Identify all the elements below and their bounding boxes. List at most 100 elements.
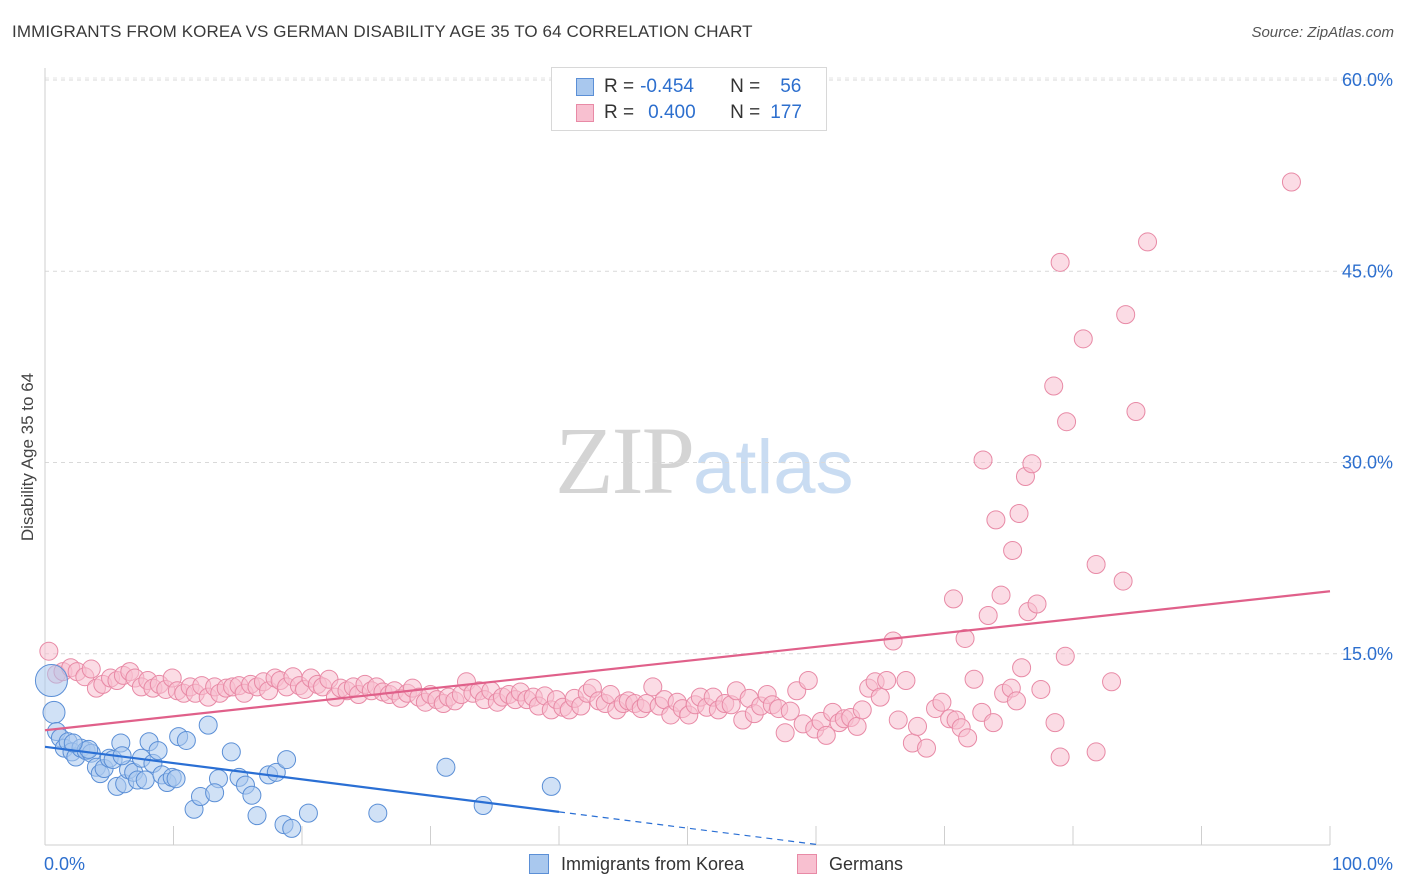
point-korea [166, 769, 186, 789]
legend-swatch-germans [576, 104, 594, 122]
point-germans [81, 659, 101, 679]
point-germans [978, 606, 998, 625]
point-korea [368, 803, 388, 823]
legend-r-value: -0.454 [640, 76, 694, 97]
point-korea [541, 776, 561, 796]
bottom-legend-swatch-germans [797, 854, 817, 874]
legend-n-label: N = [730, 102, 761, 123]
point-korea [298, 803, 318, 823]
bottom-legend-swatch-korea [529, 854, 549, 874]
point-germans [908, 716, 928, 736]
bottom-legend-label-korea: Immigrants from Korea [561, 853, 745, 874]
point-korea [198, 715, 218, 735]
point-germans [1057, 412, 1077, 432]
point-germans [1126, 402, 1146, 421]
point-germans [973, 450, 993, 470]
point-germans [1050, 252, 1070, 272]
correlation-legend: R = -0.454 N = 56 R = 0.400 N = 177 [551, 67, 827, 131]
point-germans [1012, 658, 1032, 678]
source-credit: Source: ZipAtlas.com [1251, 24, 1394, 41]
legend-r-label: R = [604, 102, 635, 123]
bottom-legend-germans: Germans [797, 852, 903, 876]
legend-n-label: N = [730, 76, 761, 97]
point-germans [1031, 679, 1051, 699]
point-korea [473, 795, 493, 815]
point-korea [34, 664, 68, 698]
point-germans [1138, 232, 1158, 252]
point-korea [176, 730, 196, 750]
legend-row-korea: R = -0.454 N = 56 [576, 75, 801, 99]
point-germans [1086, 555, 1106, 574]
point-germans [1022, 454, 1042, 474]
point-germans [643, 677, 663, 697]
point-germans [888, 710, 908, 730]
point-germans [39, 641, 59, 661]
point-germans [1116, 305, 1136, 325]
point-korea [242, 785, 262, 805]
legend-r-label: R = [604, 76, 635, 97]
legend-n-value: 177 [770, 102, 802, 123]
legend-n-value: 56 [780, 76, 802, 97]
bottom-legend-label-germans: Germans [829, 853, 904, 874]
y-tick-label: 60.0% [1342, 70, 1393, 90]
point-korea [247, 806, 267, 826]
point-germans [1050, 747, 1070, 767]
trendline-germans [44, 590, 1331, 732]
trendline-korea [44, 745, 560, 813]
point-germans [775, 723, 795, 743]
x-tick-label: 100.0% [1332, 854, 1393, 874]
point-germans [932, 692, 952, 712]
point-germans [816, 725, 836, 745]
watermark-atlas: atlas [693, 425, 854, 510]
point-germans [852, 700, 872, 720]
point-germans [955, 628, 975, 648]
point-germans [1281, 172, 1301, 192]
point-germans [1086, 742, 1106, 762]
point-germans [1102, 672, 1122, 692]
point-germans [958, 728, 978, 748]
point-germans [1027, 594, 1047, 614]
point-germans [1044, 376, 1064, 396]
point-korea [148, 741, 168, 761]
y-tick-label: 30.0% [1342, 453, 1393, 473]
point-germans [1006, 691, 1026, 711]
point-germans [943, 589, 963, 609]
point-korea [63, 733, 83, 753]
point-korea [135, 770, 155, 790]
point-germans [847, 716, 867, 736]
point-korea [436, 757, 456, 777]
legend-row-germans: R = 0.400 N = 177 [576, 101, 802, 125]
point-germans [883, 631, 903, 651]
y-tick-label: 45.0% [1342, 261, 1393, 281]
point-germans [1113, 571, 1133, 591]
point-korea [221, 742, 241, 762]
point-korea [277, 750, 297, 770]
chart-title: IMMIGRANTS FROM KOREA VS GERMAN DISABILI… [12, 22, 753, 41]
point-germans [1045, 713, 1065, 733]
point-korea [205, 783, 225, 803]
bottom-legend-korea: Immigrants from Korea [529, 852, 744, 876]
zipatlas-watermark: ZIPatlas [555, 405, 854, 516]
y-tick-label: 15.0% [1342, 644, 1393, 664]
watermark-zip: ZIP [555, 407, 695, 514]
point-germans [917, 738, 937, 758]
point-korea [282, 818, 302, 838]
point-germans [870, 687, 890, 707]
legend-r-value: 0.400 [648, 102, 696, 123]
point-germans [991, 585, 1011, 605]
point-germans [986, 510, 1006, 530]
point-germans [1003, 540, 1023, 560]
point-germans [1009, 504, 1029, 523]
point-germans [896, 671, 916, 691]
point-germans [798, 671, 818, 691]
point-germans [983, 713, 1003, 733]
point-germans [780, 701, 800, 721]
point-germans [1055, 646, 1075, 666]
point-germans [877, 671, 897, 691]
point-germans [964, 669, 984, 689]
x-tick-label: 0.0% [44, 854, 85, 874]
point-korea [42, 700, 66, 724]
legend-swatch-korea [576, 78, 594, 96]
point-germans [1073, 329, 1093, 349]
